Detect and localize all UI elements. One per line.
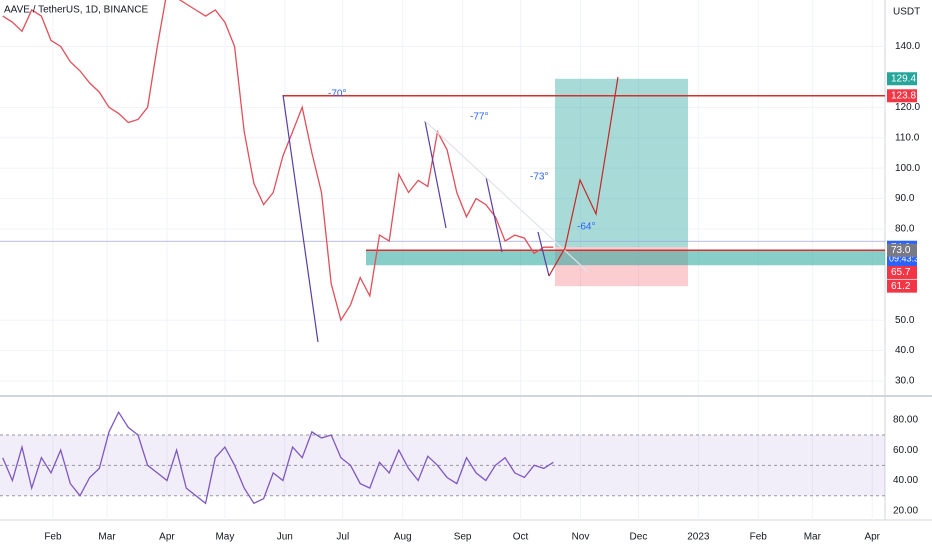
x-tick-label: Feb bbox=[44, 532, 62, 543]
angle-label: -73° bbox=[530, 172, 548, 183]
x-tick-label: Feb bbox=[750, 532, 768, 543]
x-tick-label: Apr bbox=[159, 532, 175, 543]
x-tick-label: Oct bbox=[513, 532, 529, 543]
price-tag-label: 129.4 bbox=[891, 73, 916, 84]
price-tag-label: 65.7 bbox=[891, 267, 911, 278]
angle-label: -77° bbox=[470, 112, 488, 123]
series-line bbox=[2, 0, 554, 322]
x-tick-label: May bbox=[215, 532, 234, 543]
y-tick-label: 20.00 bbox=[893, 506, 918, 517]
x-tick-label: Aug bbox=[394, 532, 412, 543]
price-tag bbox=[887, 279, 917, 293]
rsi-pane bbox=[0, 397, 885, 520]
target-zone bbox=[555, 78, 688, 248]
price-tag-label: 123.8 bbox=[891, 90, 916, 101]
drawing bbox=[282, 94, 319, 343]
drawing bbox=[548, 76, 619, 277]
countdown: 09:43:38 bbox=[889, 254, 924, 264]
x-tick-label: Nov bbox=[572, 532, 590, 543]
price-pane: -70° -77° -73° -64° bbox=[0, 0, 885, 395]
y-tick-label: 80.0 bbox=[895, 224, 915, 235]
drawing bbox=[537, 231, 550, 277]
x-tick-label: Dec bbox=[630, 532, 648, 543]
angle-label: -64° bbox=[577, 222, 595, 233]
price-tag-label: 61.2 bbox=[891, 281, 911, 292]
currency: USDT bbox=[893, 7, 920, 18]
x-tick-label: Jul bbox=[336, 532, 349, 543]
y-tick-label: 120.0 bbox=[895, 102, 920, 113]
x-tick-label: Mar bbox=[804, 532, 822, 543]
support-zone bbox=[366, 250, 885, 266]
y-tick-label: 140.0 bbox=[895, 41, 920, 52]
angle-label: -70° bbox=[328, 89, 346, 100]
y-tick-label: 30.0 bbox=[895, 376, 915, 387]
symbol-title: AAVE / TetherUS, 1D, BINANCE bbox=[4, 5, 148, 16]
drawing bbox=[424, 120, 447, 229]
price-tag-label: 73.0 bbox=[891, 245, 911, 256]
overlay: Feb Mar Apr May Jun Jul Aug Sep Oct Nov Dec 2023 Feb… bbox=[44, 41, 924, 542]
x-tick-label: Jun bbox=[277, 532, 293, 543]
y-tick-label: 40.00 bbox=[893, 475, 918, 486]
drawing bbox=[424, 120, 589, 273]
price-tag bbox=[887, 243, 917, 257]
x-tick-label: Mar bbox=[98, 532, 116, 543]
price-tag bbox=[887, 265, 917, 279]
x-tick-label: Sep bbox=[454, 532, 472, 543]
series-line bbox=[2, 410, 554, 505]
y-tick-label: 60.00 bbox=[893, 445, 918, 456]
y-tick-label: 40.0 bbox=[895, 345, 915, 356]
x-tick-label: 2023 bbox=[687, 532, 710, 543]
price-tag bbox=[887, 89, 917, 103]
y-tick-label: 90.0 bbox=[895, 193, 915, 204]
y-tick-label: 50.0 bbox=[895, 315, 915, 326]
drawing bbox=[485, 176, 503, 253]
price-tag bbox=[887, 72, 917, 86]
y-tick-label: 100.0 bbox=[895, 163, 920, 174]
y-tick-label: 80.00 bbox=[893, 414, 918, 425]
x-tick-label: Apr bbox=[864, 532, 880, 543]
y-tick-label: 110.0 bbox=[895, 132, 920, 143]
